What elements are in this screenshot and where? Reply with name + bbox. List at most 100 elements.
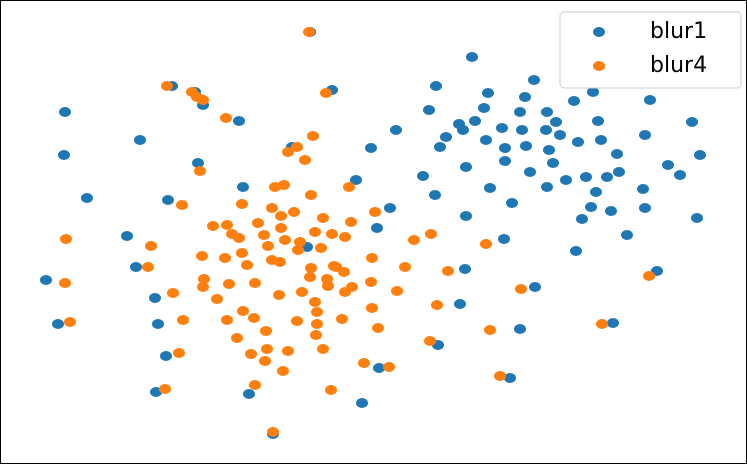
point	[543, 145, 555, 155]
point	[207, 221, 219, 231]
point	[259, 356, 271, 366]
point	[541, 107, 553, 117]
point	[350, 175, 362, 185]
point	[277, 366, 289, 376]
point	[440, 132, 452, 142]
point	[504, 373, 516, 383]
point	[554, 130, 566, 140]
point	[81, 193, 93, 203]
point	[484, 183, 496, 193]
point	[282, 346, 294, 356]
point	[478, 103, 490, 113]
point	[595, 135, 607, 145]
point	[460, 162, 472, 172]
point	[430, 81, 442, 91]
point	[320, 88, 332, 98]
point	[580, 172, 592, 182]
point	[261, 344, 273, 354]
point	[674, 170, 686, 180]
point	[233, 116, 245, 126]
point	[570, 246, 582, 256]
point	[547, 158, 559, 168]
point	[58, 150, 70, 160]
point	[442, 266, 454, 276]
point	[40, 275, 52, 285]
point	[514, 324, 526, 334]
point	[325, 385, 337, 395]
legend-box	[559, 11, 742, 89]
point	[596, 319, 608, 329]
point	[231, 333, 243, 343]
point	[173, 348, 185, 358]
point	[288, 207, 300, 217]
point	[373, 363, 385, 373]
point	[52, 319, 64, 329]
point	[601, 172, 613, 182]
point	[196, 251, 208, 261]
point	[315, 243, 327, 253]
point	[568, 96, 580, 106]
point	[278, 180, 290, 190]
point	[275, 223, 287, 233]
point	[311, 319, 323, 329]
point	[266, 203, 278, 213]
point	[142, 262, 154, 272]
point	[304, 272, 316, 282]
point	[159, 384, 171, 394]
point	[223, 279, 235, 289]
point	[484, 325, 496, 335]
point	[197, 95, 209, 105]
point	[241, 260, 253, 270]
point	[177, 315, 189, 325]
point	[309, 227, 321, 237]
point	[457, 125, 469, 135]
point	[371, 223, 383, 233]
point	[245, 349, 257, 359]
point	[480, 135, 492, 145]
point	[346, 282, 358, 292]
point	[384, 203, 396, 213]
point	[249, 278, 261, 288]
point	[237, 306, 249, 316]
point	[233, 233, 245, 243]
point	[520, 141, 532, 151]
point	[417, 171, 429, 181]
point	[506, 198, 518, 208]
point	[274, 257, 286, 267]
point	[515, 284, 527, 294]
point	[176, 200, 188, 210]
point	[560, 175, 572, 185]
point	[336, 314, 348, 324]
point	[585, 202, 597, 212]
point	[248, 313, 260, 323]
point	[267, 427, 279, 437]
point	[345, 217, 357, 227]
point	[366, 253, 378, 263]
point	[309, 297, 321, 307]
point	[317, 213, 329, 223]
point	[237, 182, 249, 192]
point	[291, 316, 303, 326]
point	[64, 317, 76, 327]
point	[307, 131, 319, 141]
point	[198, 274, 210, 284]
point	[383, 362, 395, 372]
point	[322, 281, 334, 291]
point	[273, 290, 285, 300]
legend-label: blur1	[650, 19, 707, 44]
point	[326, 229, 338, 239]
point	[686, 117, 698, 127]
point	[258, 230, 270, 240]
point	[590, 187, 602, 197]
point	[311, 307, 323, 317]
point	[516, 125, 528, 135]
point	[194, 166, 206, 176]
point	[134, 135, 146, 145]
point	[662, 160, 674, 170]
point	[243, 389, 255, 399]
point	[480, 239, 492, 249]
point	[330, 262, 342, 272]
point	[260, 326, 272, 336]
point	[454, 299, 466, 309]
